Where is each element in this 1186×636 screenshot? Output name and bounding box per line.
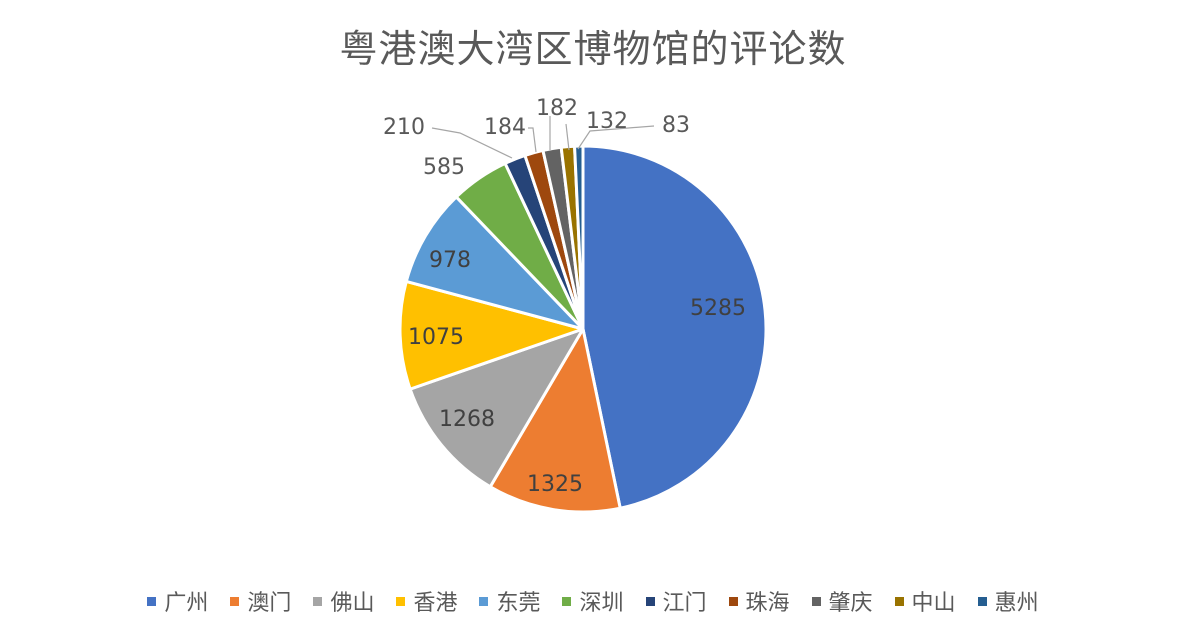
legend-label: 惠州 — [994, 591, 1039, 616]
legend-swatch — [230, 596, 240, 606]
legend-swatch — [479, 596, 489, 606]
data-label-东莞: 978 — [429, 248, 471, 273]
data-label-香港: 1075 — [408, 325, 464, 350]
leader-line-江门 — [431, 127, 513, 159]
pie-slice-佛山 — [408, 327, 585, 489]
legend-swatch — [894, 596, 904, 606]
legend-label: 江门 — [662, 591, 707, 616]
legend-swatch — [147, 596, 157, 606]
leader-line-中山 — [565, 123, 570, 151]
leader-line-珠海 — [528, 127, 537, 153]
legend-swatch — [977, 596, 987, 606]
legend-swatch — [811, 596, 821, 606]
legend-label: 中山 — [911, 591, 956, 616]
legend-item-珠海: 珠海 — [728, 585, 790, 617]
legend-label: 佛山 — [330, 591, 375, 616]
legend-swatch — [728, 596, 738, 606]
legend-item-香港: 香港 — [396, 585, 457, 617]
legend-swatch — [645, 596, 655, 606]
data-label-肇庆: 182 — [536, 96, 578, 121]
pie-slice-惠州 — [573, 144, 585, 331]
pie-slice-澳门 — [488, 327, 622, 514]
pie-slice-广州 — [581, 144, 768, 510]
data-label-中山: 132 — [586, 109, 628, 134]
data-label-广州: 5285 — [690, 296, 746, 321]
data-label-惠州: 83 — [662, 113, 690, 138]
legend-swatch — [562, 596, 572, 606]
legend-item-澳门: 澳门 — [230, 585, 291, 617]
legend-label: 广州 — [164, 591, 209, 616]
data-label-佛山: 1268 — [439, 407, 495, 432]
legend: 广州 澳门 佛山 香港 东莞 深圳 江门 珠海 肇庆 中山 惠州 — [0, 585, 1186, 617]
legend-label: 香港 — [413, 591, 458, 616]
legend-swatch — [313, 596, 323, 606]
legend-item-江门: 江门 — [645, 585, 707, 617]
pie-slice-东莞 — [404, 195, 585, 331]
leader-line-惠州 — [577, 125, 655, 150]
data-label-珠海: 184 — [484, 115, 526, 140]
legend-label: 肇庆 — [828, 591, 873, 616]
pie-slice-香港 — [398, 279, 585, 391]
legend-item-深圳: 深圳 — [562, 585, 624, 617]
data-label-江门: 210 — [383, 115, 425, 140]
legend-label: 东莞 — [496, 591, 541, 616]
legend-item-中山: 中山 — [894, 585, 956, 617]
legend-item-佛山: 佛山 — [313, 585, 374, 617]
legend-item-东莞: 东莞 — [479, 585, 540, 617]
data-label-澳门: 1325 — [527, 472, 583, 497]
data-label-深圳: 585 — [423, 155, 465, 180]
legend-item-肇庆: 肇庆 — [811, 585, 873, 617]
chart-title: 粤港澳大湾区博物馆的评论数 — [339, 27, 847, 71]
legend-item-广州: 广州 — [147, 585, 208, 617]
legend-label: 珠海 — [745, 591, 790, 616]
legend-label: 澳门 — [247, 591, 292, 616]
legend-swatch — [396, 596, 406, 606]
legend-item-惠州: 惠州 — [977, 585, 1039, 617]
legend-label: 深圳 — [579, 591, 624, 616]
